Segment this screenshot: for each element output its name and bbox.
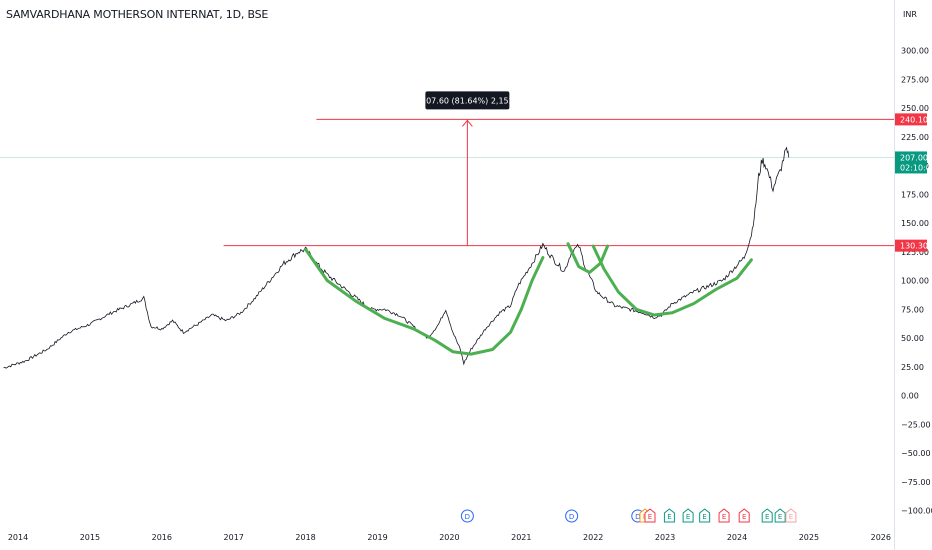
y-tick-label: 0.00 — [901, 392, 919, 401]
x-tick-label: 2020 — [439, 533, 459, 542]
earnings-marker — [699, 508, 711, 523]
dividend-marker — [565, 509, 579, 523]
tag-130-box — [895, 239, 927, 252]
event-marker-label: E — [765, 513, 769, 521]
earnings-marker — [682, 508, 694, 523]
tag-last-price-box — [895, 151, 927, 174]
event-marker-label: E — [742, 513, 746, 521]
earnings-marker — [663, 508, 675, 523]
earnings-marker — [761, 508, 773, 523]
y-tick-label: 175.00 — [901, 190, 929, 199]
event-marker-label: E — [722, 513, 726, 521]
x-tick-label: 2014 — [8, 533, 28, 542]
x-tick-label: 2022 — [583, 533, 603, 542]
y-tick-label: 125.00 — [901, 248, 929, 257]
y-tick-label: 75.00 — [901, 305, 924, 314]
event-marker-label: D — [465, 513, 470, 521]
event-marker-label: E — [789, 513, 793, 521]
cup-curve — [591, 244, 753, 317]
dividend-marker — [460, 509, 474, 523]
chart-title: SAMVARDHANA MOTHERSON INTERNAT, 1D, BSE — [6, 8, 269, 21]
y-tick-label: 250.00 — [901, 104, 929, 113]
countdown-label: 02:10:08 — [900, 163, 932, 172]
price-axis-separator — [894, 0, 895, 550]
y-tick-label: 150.00 — [901, 219, 929, 228]
event-marker-label: E — [686, 513, 690, 521]
cup-curve — [566, 242, 610, 274]
x-tick-label: 2025 — [799, 533, 819, 542]
event-marker-label: E — [778, 513, 782, 521]
measure-tooltip-text: 107.60 (81.64%) 2,152 — [421, 96, 514, 105]
x-tick-label: 2015 — [80, 533, 100, 542]
x-tick-label: 2017 — [224, 533, 244, 542]
y-tick-label: 100.00 — [901, 277, 929, 286]
x-tick-label: 2021 — [511, 533, 531, 542]
event-marker-label: E — [702, 513, 706, 521]
event-marker-label: D — [569, 513, 574, 521]
measure-arrow-head — [461, 119, 473, 127]
x-tick-label: 2018 — [295, 533, 315, 542]
x-tick-label: 2026 — [871, 533, 891, 542]
x-tick-label: 2024 — [727, 533, 747, 542]
tag-240-box — [895, 113, 927, 126]
earnings-marker — [644, 508, 656, 523]
event-marker-label: E — [667, 513, 671, 521]
tag-130-label: 130.30 — [900, 242, 928, 251]
y-tick-label: −25.00 — [901, 420, 931, 429]
earnings-marker — [785, 508, 797, 523]
y-tick-label: 50.00 — [901, 334, 924, 343]
y-tick-label: 275.00 — [901, 75, 929, 84]
x-tick-label: 2019 — [367, 533, 387, 542]
price-line — [3, 146, 790, 369]
tag-240-label: 240.10 — [900, 115, 928, 124]
event-marker-label: D — [635, 513, 640, 521]
currency-label: INR — [903, 10, 917, 19]
tag-last-price-label: 207.00 — [900, 153, 928, 162]
y-tick-label: −50.00 — [901, 449, 931, 458]
earnings-marker — [774, 508, 786, 523]
y-tick-label: −75.00 — [901, 478, 931, 487]
measure-tooltip-box — [425, 91, 510, 110]
x-tick-label: 2016 — [152, 533, 172, 542]
y-tick-label: −100.00 — [901, 507, 932, 516]
earnings-marker — [718, 508, 730, 523]
cup-curve — [304, 247, 545, 356]
earnings-marker — [738, 508, 750, 523]
event-marker-label: E — [648, 513, 652, 521]
y-tick-label: 25.00 — [901, 363, 924, 372]
y-tick-label: 300.00 — [901, 47, 929, 56]
x-tick-label: 2023 — [655, 533, 675, 542]
y-tick-label: 225.00 — [901, 133, 929, 142]
